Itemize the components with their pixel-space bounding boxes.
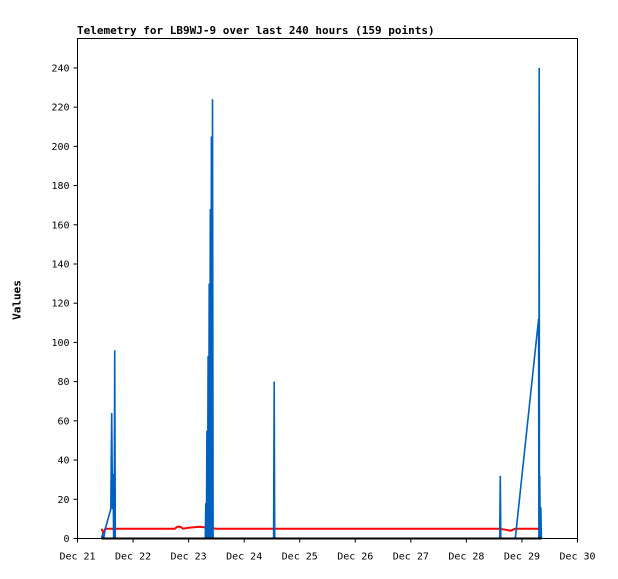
x-tick-label: Dec 30 xyxy=(559,552,595,563)
y-tick-label: 100 xyxy=(51,338,69,349)
x-tick-label: Dec 25 xyxy=(282,552,318,563)
y-axis-ticks: 0 20 40 60 80 100 120 140 160 180 200 220 240 xyxy=(51,63,78,545)
y-tick-label: 140 xyxy=(51,259,69,270)
x-tick-label: Dec 24 xyxy=(226,552,262,563)
x-tick-label: Dec 26 xyxy=(337,552,373,563)
y-tick-label: 80 xyxy=(57,377,69,388)
x-axis-ticks: Dec 21 Dec 22 Dec 23 Dec 24 Dec 25 Dec 26 Dec … xyxy=(59,538,596,563)
y-tick-label: 240 xyxy=(51,63,69,74)
series-group xyxy=(100,67,543,540)
y-tick-label: 180 xyxy=(51,181,69,192)
y-tick-label: 220 xyxy=(51,103,69,114)
y-tick-label: 40 xyxy=(57,456,69,467)
x-tick-label: Dec 22 xyxy=(115,552,151,563)
y-tick-label: 0 xyxy=(63,534,69,545)
series-line-0 xyxy=(100,525,541,535)
y-tick-label: 160 xyxy=(51,220,69,231)
x-tick-label: Dec 23 xyxy=(171,552,207,563)
x-tick-label: Dec 21 xyxy=(59,552,95,563)
series-line-1 xyxy=(100,67,543,540)
plot-area xyxy=(77,38,578,539)
y-tick-label: 20 xyxy=(57,495,69,506)
chart-title: Telemetry for LB9WJ-9 over last 240 hour… xyxy=(77,24,435,37)
x-tick-label: Dec 28 xyxy=(448,552,484,563)
y-tick-label: 120 xyxy=(51,299,69,310)
x-tick-label: Dec 27 xyxy=(393,552,429,563)
y-tick-label: 200 xyxy=(51,142,69,153)
y-tick-label: 60 xyxy=(57,416,69,427)
x-tick-label: Dec 29 xyxy=(504,552,540,563)
